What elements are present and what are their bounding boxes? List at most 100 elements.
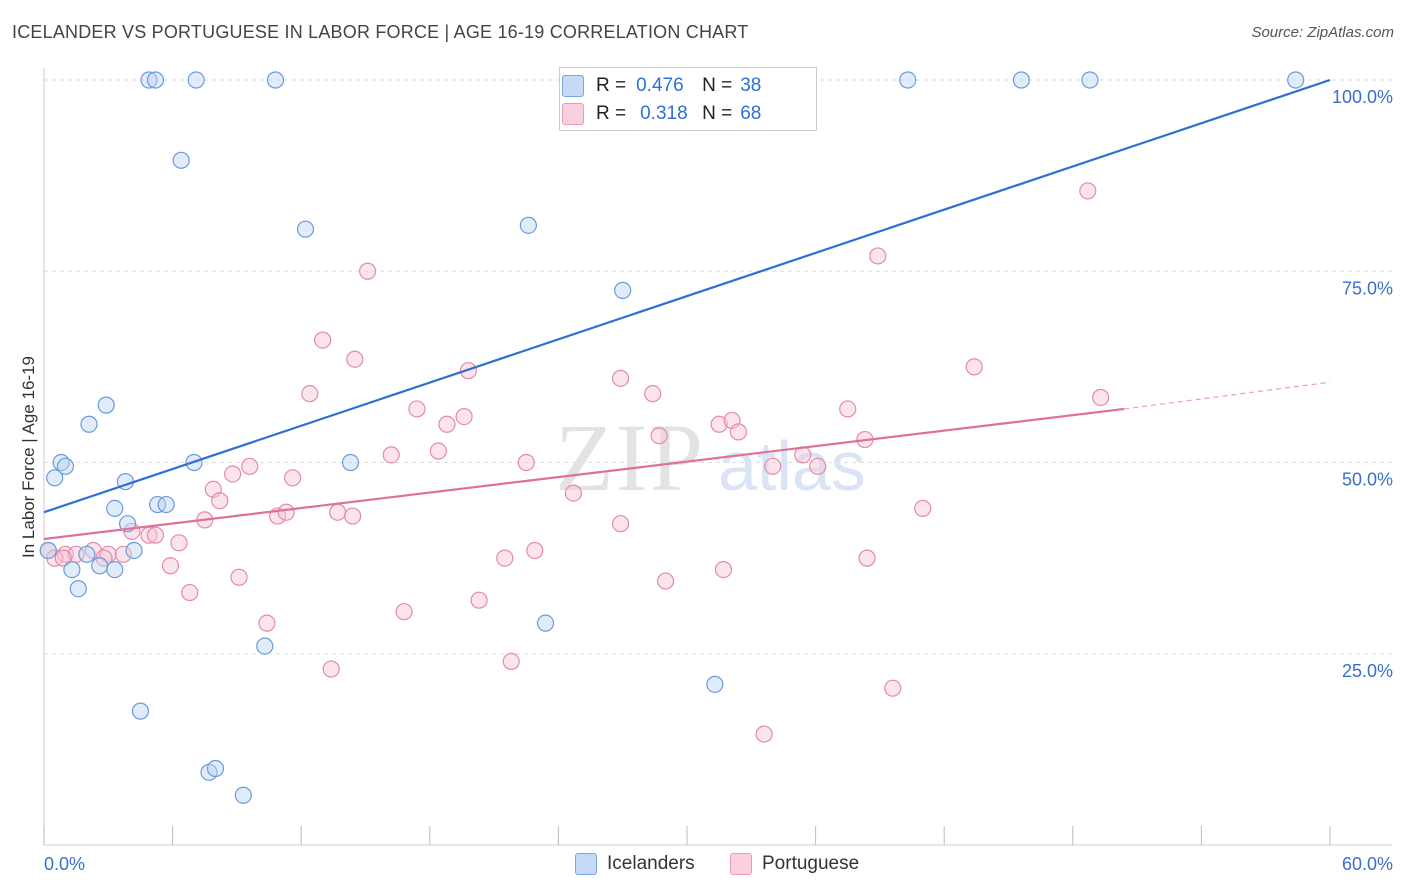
point-portuguese — [884, 679, 902, 697]
point-portuguese — [729, 423, 748, 441]
trendline-portuguese-extension — [1124, 381, 1331, 410]
point-portuguese — [322, 660, 340, 678]
bottom-legend-portuguese: Portuguese — [730, 851, 859, 877]
legend-r-icelanders: 0.476 — [636, 75, 684, 96]
point-portuguese — [382, 446, 400, 464]
point-portuguese — [714, 560, 733, 579]
point-portuguese — [241, 457, 259, 475]
point-portuguese — [764, 457, 782, 475]
legend-r-portuguese: 0.318 — [640, 103, 688, 124]
point-icelanders — [78, 545, 96, 563]
legend-row-icelanders: R = 0.476 N = 38 — [562, 73, 762, 99]
point-icelanders — [187, 71, 205, 89]
point-icelanders — [296, 220, 315, 238]
bottom-legend-swatch-portuguese — [730, 853, 752, 875]
legend-n-portuguese: 68 — [740, 103, 762, 124]
trendline-portuguese — [43, 407, 1125, 541]
point-portuguese — [517, 453, 535, 472]
bottom-legend-label-portuguese: Portuguese — [762, 853, 860, 874]
point-icelanders — [266, 71, 285, 89]
x-tick-label: 0.0% — [44, 854, 85, 874]
y-axis-title: In Labor Force | Age 16-19 — [19, 356, 38, 558]
point-portuguese — [858, 549, 876, 567]
legend-n-label: N = — [702, 75, 733, 96]
watermark-zip: ZIP — [555, 404, 705, 511]
point-portuguese — [408, 400, 426, 418]
point-portuguese — [224, 465, 242, 483]
point-portuguese — [258, 614, 276, 632]
point-icelanders — [206, 759, 225, 778]
point-icelanders — [146, 71, 165, 89]
point-icelanders — [1287, 71, 1305, 89]
point-icelanders — [234, 786, 252, 804]
point-icelanders — [97, 396, 115, 414]
point-icelanders — [63, 560, 81, 579]
source-label: Source: ZipAtlas.com — [1251, 24, 1394, 41]
point-icelanders — [256, 637, 274, 655]
legend: R = 0.476 N = 38 R = 0.318 N = 68 — [559, 67, 817, 131]
point-portuguese — [359, 262, 377, 280]
point-icelanders — [106, 560, 124, 579]
point-icelanders — [91, 557, 109, 575]
point-portuguese — [809, 457, 827, 475]
legend-n-label: N = — [702, 103, 733, 124]
point-portuguese — [161, 557, 180, 575]
watermark-atlas: atlas — [718, 427, 866, 505]
x-tick-label: 60.0% — [1342, 854, 1393, 874]
point-icelanders — [341, 453, 360, 472]
point-portuguese — [211, 492, 229, 510]
point-icelanders — [46, 469, 64, 487]
point-icelanders — [157, 495, 175, 514]
point-icelanders — [1012, 71, 1030, 89]
legend-row-portuguese: R = 0.318 N = 68 — [562, 101, 762, 127]
point-portuguese — [496, 549, 514, 567]
point-icelanders — [125, 541, 143, 560]
point-portuguese — [755, 725, 773, 743]
point-icelanders — [899, 71, 917, 89]
point-portuguese — [965, 358, 983, 376]
point-icelanders — [536, 614, 555, 632]
point-portuguese — [914, 499, 932, 517]
point-portuguese — [438, 415, 456, 433]
point-portuguese — [455, 408, 473, 426]
bottom-legend-label-icelanders: Icelanders — [607, 853, 695, 874]
bottom-legend-swatch-icelanders — [575, 853, 597, 875]
point-portuguese — [329, 503, 347, 521]
point-icelanders — [140, 71, 158, 89]
legend-n-icelanders: 38 — [740, 75, 762, 96]
point-portuguese — [314, 331, 332, 349]
point-icelanders — [1081, 71, 1099, 89]
y-tick-label: 75.0% — [1342, 278, 1393, 298]
point-portuguese — [277, 503, 295, 521]
point-portuguese — [1092, 388, 1110, 407]
point-portuguese — [650, 427, 668, 445]
point-portuguese — [710, 415, 728, 433]
point-portuguese — [54, 549, 72, 567]
point-icelanders — [56, 457, 75, 475]
point-portuguese — [656, 572, 675, 590]
legend-r-label: R = — [596, 75, 627, 96]
point-portuguese — [869, 247, 887, 265]
point-portuguese — [284, 469, 302, 487]
point-portuguese — [395, 603, 413, 621]
point-icelanders — [80, 415, 98, 433]
point-portuguese — [470, 591, 488, 609]
point-portuguese — [181, 583, 199, 602]
legend-swatch-portuguese — [562, 103, 584, 125]
point-portuguese — [611, 515, 630, 533]
point-icelanders — [519, 216, 537, 234]
point-icelanders — [172, 151, 190, 169]
point-portuguese — [114, 545, 132, 563]
trendline-icelanders — [43, 78, 1331, 514]
y-tick-label: 50.0% — [1342, 470, 1393, 490]
point-icelanders — [106, 499, 124, 517]
bottom-legend-icelanders: Icelanders — [575, 851, 695, 877]
point-portuguese — [564, 484, 583, 502]
point-portuguese — [1079, 182, 1097, 200]
point-portuguese — [344, 507, 362, 525]
point-icelanders — [131, 702, 150, 720]
point-icelanders — [69, 580, 87, 598]
legend-r-label: R = — [596, 103, 627, 124]
point-portuguese — [301, 385, 319, 403]
